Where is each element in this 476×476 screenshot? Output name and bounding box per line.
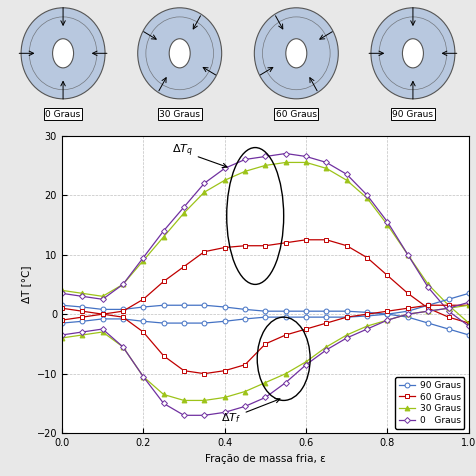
Text: 90 Graus: 90 Graus [392,109,434,119]
Text: $\Delta T_f$: $\Delta T_f$ [220,398,280,425]
Text: 30 Graus: 30 Graus [159,109,200,119]
Legend: 90 Graus, 60 Graus, 30 Graus, 0   Graus: 90 Graus, 60 Graus, 30 Graus, 0 Graus [396,377,465,429]
Ellipse shape [29,17,97,89]
Text: $\Delta T_q$: $\Delta T_q$ [172,143,227,168]
Text: 60 Graus: 60 Graus [276,109,317,119]
Ellipse shape [402,39,424,68]
Ellipse shape [169,39,190,68]
Ellipse shape [52,39,74,68]
Ellipse shape [254,8,338,99]
Y-axis label: ΔT [°C]: ΔT [°C] [21,266,31,303]
Ellipse shape [262,17,330,89]
Ellipse shape [146,17,214,89]
Ellipse shape [286,39,307,68]
Ellipse shape [21,8,105,99]
Text: 0 Graus: 0 Graus [45,109,81,119]
Ellipse shape [379,17,447,89]
Ellipse shape [138,8,222,99]
X-axis label: Fração de massa fria, ε: Fração de massa fria, ε [205,454,326,464]
Ellipse shape [371,8,455,99]
